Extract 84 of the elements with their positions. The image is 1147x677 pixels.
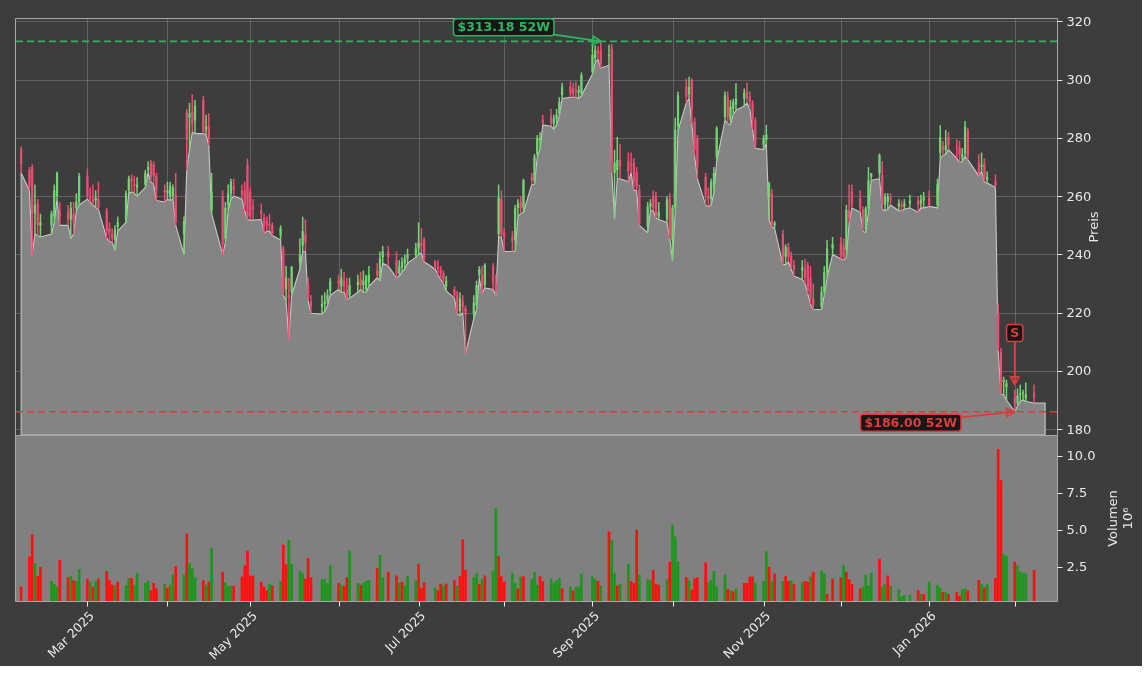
candlestick — [646, 201, 649, 234]
y-tick-label: 260 — [1066, 188, 1092, 204]
candlestick — [657, 201, 660, 221]
candlestick — [958, 140, 961, 164]
candlestick — [900, 199, 903, 212]
candlestick — [94, 189, 97, 209]
candlestick — [348, 277, 351, 299]
candlestick — [58, 201, 61, 227]
y-tick-label: 10.0 — [1066, 448, 1096, 464]
candlestick — [1002, 376, 1005, 396]
candlestick — [715, 125, 718, 163]
candlestick — [478, 265, 481, 279]
candlestick — [202, 95, 205, 135]
candlestick — [207, 112, 210, 146]
candlestick — [36, 198, 39, 237]
candlestick — [994, 173, 997, 189]
candlestick — [831, 236, 834, 256]
candlestick — [1032, 383, 1036, 404]
annotation: $313.18 52W — [457, 19, 551, 35]
candlestick — [268, 212, 271, 232]
candlestick — [767, 180, 771, 221]
candlestick — [86, 167, 89, 200]
candlestick — [1024, 381, 1027, 403]
y-axis-title: Volumen 10⁶ — [1105, 490, 1136, 547]
candlestick — [304, 218, 307, 253]
candlestick — [522, 177, 525, 213]
y-tick-label: 300 — [1066, 72, 1092, 88]
candlestick — [903, 198, 906, 211]
candlestick — [580, 71, 583, 97]
y-tick-label: 180 — [1066, 421, 1092, 437]
candlestick — [210, 172, 213, 215]
candlestick — [947, 131, 950, 151]
candlestick — [878, 152, 881, 180]
candlestick — [939, 124, 942, 160]
candlestick — [944, 129, 947, 155]
candlestick — [246, 157, 249, 221]
candlestick — [654, 191, 658, 219]
candlestick — [536, 134, 539, 158]
candlestick — [889, 192, 892, 206]
candlestick — [359, 271, 362, 291]
candlestick — [97, 180, 100, 211]
candlestick — [519, 195, 522, 215]
candlestick — [279, 224, 282, 241]
candlestick — [665, 195, 669, 224]
y-tick-label: 5.0 — [1066, 522, 1088, 538]
y-axis-title: Preis — [1086, 211, 1102, 243]
candlestick — [320, 294, 324, 315]
y-tick-label: 7.5 — [1066, 485, 1088, 501]
y-tick-label: 220 — [1066, 305, 1092, 321]
candlestick — [936, 177, 939, 209]
y-tick-label: 200 — [1066, 363, 1092, 379]
candlestick — [1016, 387, 1019, 407]
y-tick-label: 280 — [1066, 130, 1092, 146]
y-tick-label: 320 — [1066, 13, 1092, 29]
candlestick — [69, 201, 72, 240]
candlestick — [72, 201, 75, 235]
candlestick — [188, 102, 191, 151]
candlestick — [376, 262, 379, 279]
candlestick — [511, 230, 514, 253]
candlestick — [163, 183, 166, 203]
candlestick — [323, 291, 326, 312]
candlestick — [337, 274, 340, 291]
candlestick — [1005, 378, 1008, 401]
candlestick — [166, 180, 169, 200]
candlestick — [417, 221, 420, 256]
candlestick — [182, 215, 186, 256]
candlestick — [442, 269, 445, 285]
candlestick — [897, 198, 900, 212]
y-tick-label: 2.5 — [1066, 559, 1088, 575]
candlestick — [632, 157, 635, 192]
candlestick — [977, 153, 980, 177]
candlestick — [1013, 389, 1016, 413]
candlestick — [356, 274, 359, 294]
candlestick — [726, 90, 729, 125]
candlestick — [456, 290, 459, 315]
candlestick — [685, 77, 688, 104]
annotation: S — [1010, 324, 1020, 340]
annotation: $186.00 52W — [864, 414, 958, 430]
candlestick — [221, 189, 224, 256]
candlestick — [845, 204, 848, 259]
candlestick — [723, 90, 727, 122]
candlestick — [922, 191, 925, 209]
candlestick — [39, 212, 42, 238]
y-tick-label: 240 — [1066, 246, 1092, 262]
